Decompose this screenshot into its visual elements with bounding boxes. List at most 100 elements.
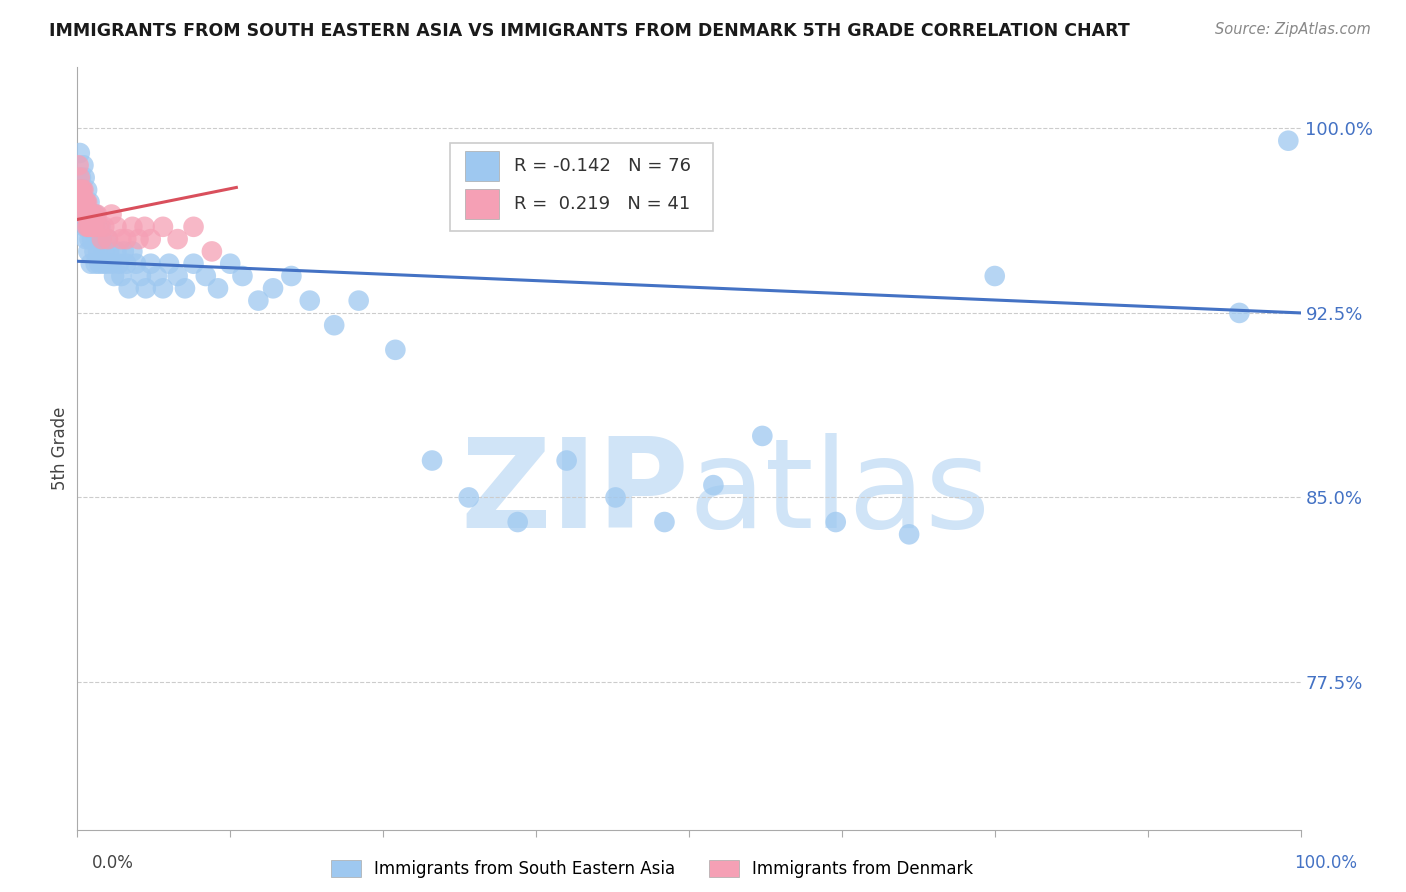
Point [194, 268, 217, 283]
FancyBboxPatch shape [450, 143, 713, 231]
Point [183, 257, 205, 271]
Point [115, 257, 138, 271]
Text: R =  0.219   N = 41: R = 0.219 N = 41 [515, 195, 690, 213]
Point [654, 515, 676, 529]
Point [298, 293, 321, 308]
Point [80, 219, 103, 234]
Point [152, 219, 174, 234]
Point [77, 207, 100, 221]
Point [93, 219, 115, 234]
Point [76, 195, 98, 210]
Point [80, 207, 103, 221]
Point [105, 219, 128, 234]
Point [70, 195, 93, 210]
Point [824, 515, 846, 529]
Point [110, 268, 132, 283]
Point [247, 293, 270, 308]
Text: R = -0.142   N = 76: R = -0.142 N = 76 [515, 157, 690, 175]
Point [72, 195, 94, 210]
Legend: Immigrants from South Eastern Asia, Immigrants from Denmark: Immigrants from South Eastern Asia, Immi… [332, 860, 973, 879]
Point [100, 257, 122, 271]
Point [90, 219, 112, 234]
Point [108, 257, 131, 271]
Point [79, 195, 101, 210]
Point [83, 244, 105, 259]
Point [75, 207, 97, 221]
Point [79, 207, 101, 221]
Point [127, 232, 149, 246]
Point [72, 158, 94, 172]
Point [166, 232, 188, 246]
Point [152, 281, 174, 295]
Point [77, 244, 100, 259]
Point [166, 268, 188, 283]
Point [72, 183, 94, 197]
Point [69, 146, 91, 161]
Point [75, 195, 97, 210]
Point [751, 429, 773, 443]
Point [347, 293, 370, 308]
Point [90, 232, 112, 246]
Point [80, 257, 103, 271]
Point [1277, 134, 1299, 148]
Point [77, 219, 100, 234]
Point [75, 195, 97, 210]
Point [555, 453, 578, 467]
Point [80, 232, 103, 246]
Point [73, 219, 96, 234]
Point [384, 343, 406, 357]
Point [100, 207, 122, 221]
Point [139, 257, 162, 271]
Point [129, 268, 152, 283]
Text: ZIP: ZIP [460, 434, 689, 555]
Point [157, 257, 180, 271]
Point [91, 257, 114, 271]
Point [75, 232, 97, 246]
Point [112, 244, 135, 259]
Point [70, 195, 93, 210]
Point [93, 244, 115, 259]
Point [82, 219, 104, 234]
Point [79, 232, 101, 246]
Point [79, 219, 101, 234]
Point [97, 232, 120, 246]
Point [146, 268, 169, 283]
Point [80, 219, 103, 234]
Point [73, 170, 96, 185]
Point [84, 257, 107, 271]
Point [73, 207, 96, 221]
Point [69, 170, 91, 185]
Point [90, 232, 112, 246]
Text: 100.0%: 100.0% [1294, 855, 1357, 872]
Point [118, 281, 141, 295]
Point [323, 318, 346, 333]
Point [105, 244, 128, 259]
Point [84, 219, 107, 234]
Point [262, 281, 284, 295]
Point [96, 257, 118, 271]
Point [70, 183, 93, 197]
Point [69, 183, 91, 197]
Point [134, 219, 156, 234]
Point [77, 207, 100, 221]
Point [110, 232, 132, 246]
Y-axis label: 5th Grade: 5th Grade [51, 407, 69, 490]
Point [506, 515, 529, 529]
Text: Source: ZipAtlas.com: Source: ZipAtlas.com [1215, 22, 1371, 37]
Point [70, 195, 93, 210]
Point [231, 268, 253, 283]
Point [103, 268, 125, 283]
Point [605, 491, 627, 505]
Point [280, 268, 302, 283]
Point [82, 219, 104, 234]
Point [420, 453, 443, 467]
Point [83, 207, 105, 221]
Text: IMMIGRANTS FROM SOUTH EASTERN ASIA VS IMMIGRANTS FROM DENMARK 5TH GRADE CORRELAT: IMMIGRANTS FROM SOUTH EASTERN ASIA VS IM… [49, 22, 1130, 40]
Point [87, 244, 110, 259]
Point [76, 219, 98, 234]
Point [984, 268, 1007, 283]
Point [98, 244, 121, 259]
Bar [465, 151, 499, 181]
Point [183, 219, 205, 234]
Text: atlas: atlas [689, 434, 991, 555]
